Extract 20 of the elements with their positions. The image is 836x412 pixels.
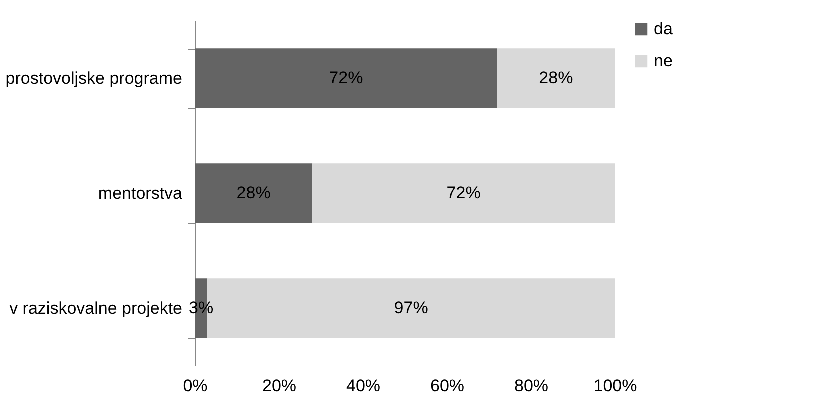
data-label: 72%: [446, 184, 481, 202]
x-tick-label: 20%: [262, 376, 297, 396]
data-label: 97%: [394, 298, 428, 318]
x-tick-label: 80%: [514, 376, 549, 396]
y-tick-label: mentorstva: [98, 184, 184, 203]
legend-label: ne: [654, 52, 673, 70]
x-tick-label: 60%: [430, 376, 465, 396]
bar: [195, 164, 313, 224]
x-tick-label: 40%: [346, 376, 381, 396]
data-label: 28%: [236, 184, 271, 202]
legend-label: da: [654, 20, 674, 38]
y-tick-label: v raziskovalne projekte: [10, 299, 182, 318]
bar: [497, 48, 615, 108]
bar: [312, 164, 615, 224]
x-tick-label: 100%: [594, 376, 638, 396]
data-label: 72%: [329, 68, 364, 88]
y-tick-label: prostovoljske programe: [6, 69, 182, 88]
bar: [195, 48, 498, 108]
x-tick-label: 0%: [183, 376, 208, 396]
data-label: 28%: [539, 68, 574, 88]
